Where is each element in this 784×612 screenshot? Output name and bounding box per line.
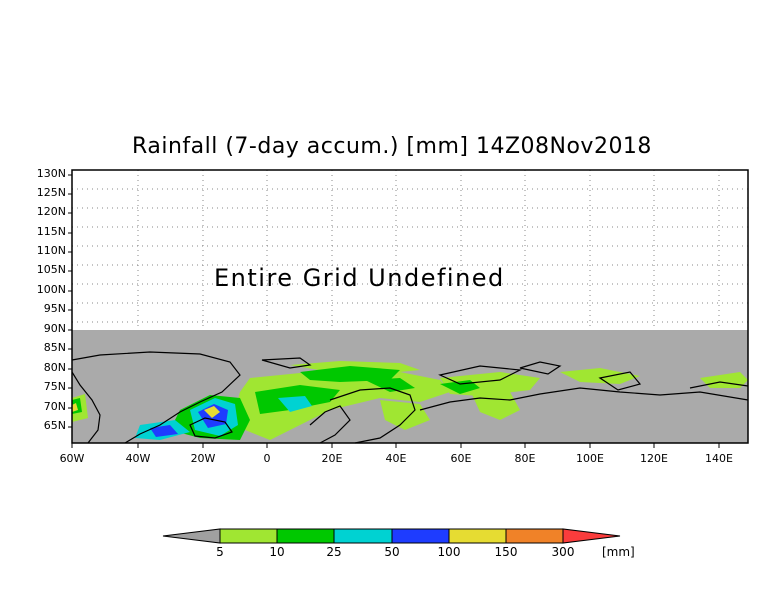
lat-label: 75N: [43, 380, 66, 393]
lon-label: 20E: [321, 452, 343, 465]
colorbar-label: 25: [326, 545, 342, 559]
colorbar-label: 10: [269, 545, 285, 559]
plot-frame: [71, 169, 749, 444]
lat-label: 70N: [43, 400, 66, 413]
lat-label: 125N: [36, 186, 66, 199]
colorbar-label: 50: [384, 545, 400, 559]
lon-label: 20W: [190, 452, 216, 465]
lon-label: 0: [263, 452, 271, 465]
lat-label: 85N: [43, 341, 66, 354]
colorbar-label: 300: [551, 545, 575, 559]
colorbar-lower-arrow: [162, 528, 221, 544]
lon-label: 60E: [450, 452, 472, 465]
lon-label: 100E: [576, 452, 604, 465]
lat-label: 115N: [36, 225, 66, 238]
lon-label: 40E: [385, 452, 407, 465]
graticule: [72, 170, 748, 330]
colorbar-label: 100: [437, 545, 461, 559]
axis-ticks: [68, 174, 720, 448]
lon-label: 40W: [125, 452, 151, 465]
colorbar: [162, 528, 621, 544]
map-title: Rainfall (7-day accum.) [mm] 14Z08Nov201…: [132, 134, 652, 159]
lat-label: 110N: [36, 244, 66, 257]
lat-label: 65N: [43, 419, 66, 432]
colorbar-label: 150: [494, 545, 518, 559]
colorbar-label: 5: [216, 545, 224, 559]
colorbar-upper-arrow: [562, 528, 621, 544]
lat-label: 100N: [36, 283, 66, 296]
lat-label: 95N: [43, 302, 66, 315]
undefined-grid-note: Entire Grid Undefined: [214, 264, 505, 292]
colorbar-unit: [mm]: [602, 545, 635, 559]
lat-label: 105N: [36, 263, 66, 276]
rainfall-field: [72, 361, 748, 440]
lon-label: 60W: [59, 452, 85, 465]
lat-label: 130N: [36, 167, 66, 180]
lat-label: 120N: [36, 205, 66, 218]
lat-label: 90N: [43, 322, 66, 335]
lon-label: 80E: [514, 452, 536, 465]
coastlines: [71, 351, 749, 444]
lon-label: 120E: [640, 452, 668, 465]
lat-label: 80N: [43, 361, 66, 374]
lon-label: 140E: [705, 452, 733, 465]
